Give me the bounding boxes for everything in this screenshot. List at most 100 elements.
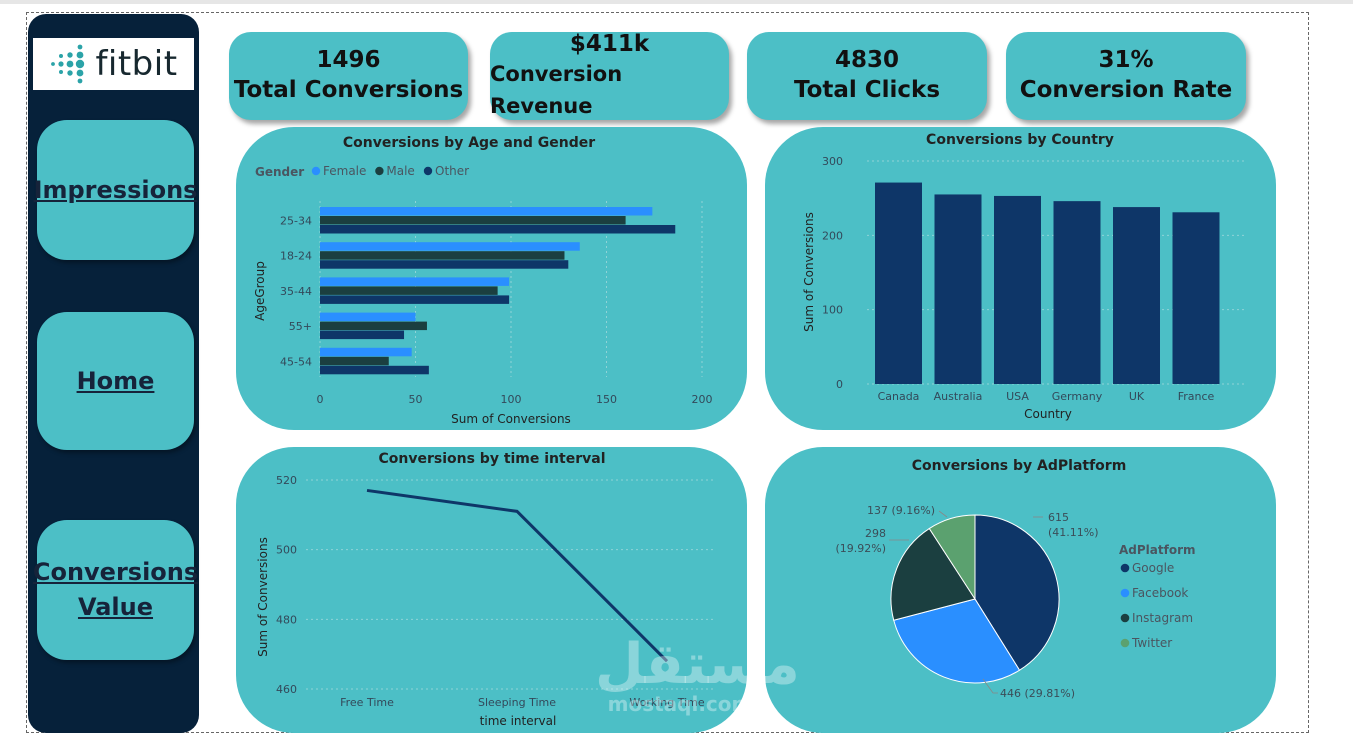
x-tick-label: 200 [692,393,713,406]
y-tick-label: 300 [822,155,843,168]
legend-label: Instagram [1132,611,1193,625]
top-border [0,0,1353,4]
bar-female [320,312,416,322]
kpi-value: $411k [569,31,650,57]
chart-title: Conversions by AdPlatform [912,458,1127,474]
legend-marker [1120,588,1130,598]
legend-marker [423,166,433,176]
y-tick-label: 200 [822,229,843,242]
pie-slice-facebook [893,598,1021,684]
nav-impressions-label: Impressions [33,175,198,204]
nav-home-button[interactable]: Home [37,312,194,450]
slice-value-label: 137 (9.16%) [867,504,935,517]
nav-home-label: Home [76,366,155,395]
pie-slice-google [974,514,1060,671]
bar-male [320,286,498,295]
x-tick-label: USA [1006,390,1029,403]
legend-marker [1120,613,1130,623]
bar-other [320,260,569,269]
bar [1172,212,1220,384]
chart-title: Conversions by Age and Gender [343,135,595,151]
nav-impressions-button[interactable]: Impressions [34,120,197,260]
x-tick-label: France [1178,390,1215,403]
bar-other [320,225,676,234]
y-tick-label: 460 [276,683,297,696]
kpi-total-conversions: 1496 Total Conversions [229,32,468,120]
pie-slice-instagram [890,527,976,621]
x-tick-label: Canada [878,390,920,403]
brand-name: fitbit [95,44,178,84]
bar-male [320,356,389,366]
y-tick-label: 100 [822,304,843,317]
y-tick-label: 25-34 [280,215,312,228]
adplatform-panel: Conversions by AdPlatform 615 (41.11%) 446… [765,447,1276,733]
y-tick-label: 18-24 [280,250,312,263]
bar-male [320,251,565,260]
x-tick-label: 100 [501,393,522,406]
series-line [366,488,669,663]
bar [1113,207,1160,384]
y-axis-label: Sum of Conversions [802,212,816,332]
y-tick-label: 55+ [289,320,312,333]
legend-marker [1120,638,1130,648]
legend-marker [375,166,384,176]
fitbit-dots-icon [51,44,85,84]
x-axis-label: Sum of Conversions [451,412,571,426]
chart-title: Conversions by time interval [378,451,605,467]
kpi-conversion-rate: 31% Conversion Rate [1006,32,1246,120]
legend-marker [311,166,321,176]
legend-label: Facebook [1132,586,1188,600]
bar-other [320,295,510,304]
y-tick-label: 520 [276,474,297,487]
x-axis-label: Country [1024,407,1072,421]
bar-other [320,330,405,340]
y-axis-label: AgeGroup [253,261,267,321]
adplatform-chart: Conversions by AdPlatform 615 (41.11%) 446… [835,458,1196,700]
bar [934,194,982,384]
legend-label: Male [386,164,414,178]
slice-pct-label: (41.11%) [1048,526,1099,539]
nav-conversions-value-button[interactable]: Conversions Value [33,520,198,660]
age-gender-panel: Conversions by Age and Gender Gender Fem… [236,127,747,430]
bar-male [320,216,626,225]
pie-slice-twitter [928,514,976,601]
legend-label: Female [323,164,366,178]
bar [1053,201,1101,384]
y-tick-label: 500 [276,544,297,557]
leader-line [938,510,948,518]
bar-female [320,242,580,251]
x-tick-label: Free Time [340,696,394,709]
slice-value-label: 298 [865,527,886,540]
bar-female [320,207,653,216]
bar-female [320,347,412,357]
x-tick-label: 0 [317,393,324,406]
kpi-total-clicks: 4830 Total Clicks [747,32,987,120]
slice-value-label: 615 [1048,511,1069,524]
bar [875,182,922,384]
kpi-label: Total Clicks [793,77,941,103]
y-tick-label: 480 [276,613,297,626]
slice-pct-label: (19.92%) [835,542,886,555]
x-tick-label: Sleeping Time [478,696,556,709]
legend-title: Gender [255,165,304,179]
fitbit-logo: fitbit [33,38,194,90]
nav-conversions-value-label-2: Value [77,593,154,621]
time-interval-chart: Conversions by time interval 460 480 500 52… [256,451,716,728]
slice-value-label: 446 (29.81%) [1000,687,1075,700]
kpi-label: Total Conversions [233,77,464,103]
y-axis-label: Sum of Conversions [256,537,270,657]
x-axis-label: time interval [480,714,557,728]
legend-marker [1120,563,1130,573]
legend-label: Twitter [1131,636,1172,650]
country-chart: Conversions by Country 0 100 200 300 Canada A… [802,132,1245,421]
legend-title: AdPlatform [1119,543,1196,557]
x-tick-label: UK [1129,390,1145,403]
bar [994,195,1041,384]
time-interval-panel: Conversions by time interval 460 480 500 52… [236,447,747,733]
bar-other [320,365,429,375]
nav-conversions-value-label-1: Conversions [32,558,199,586]
x-tick-label: 150 [596,393,617,406]
leader-line [982,678,998,694]
bar-male [320,321,427,331]
x-tick-label: Germany [1052,390,1103,403]
